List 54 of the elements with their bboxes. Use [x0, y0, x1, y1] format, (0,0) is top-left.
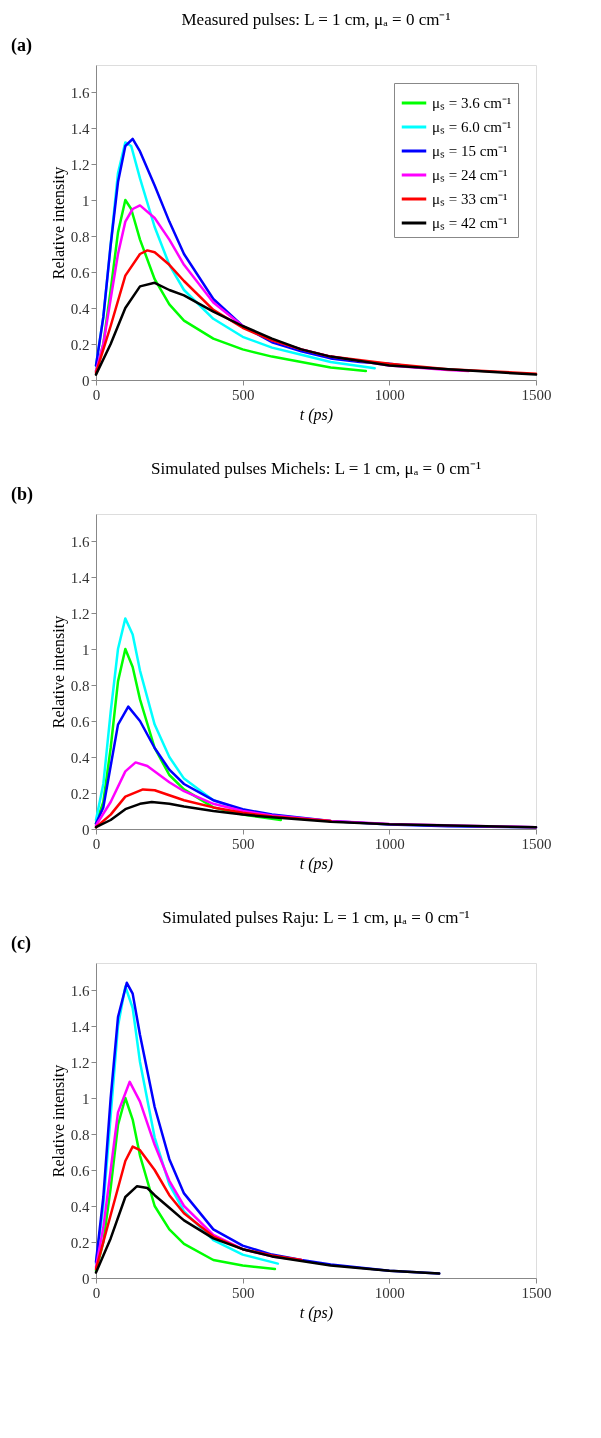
- y-tick-label: 1.4: [70, 1018, 90, 1035]
- y-tick-label: 1.2: [70, 156, 90, 173]
- chart-title: Simulated pulses Raju: L = 1 cm, μₐ = 0 cm⁻¹: [162, 908, 470, 927]
- text: (a): [11, 35, 32, 56]
- legend-label: μₛ = 6.0 cm⁻¹: [432, 119, 512, 135]
- y-tick-label: 1.6: [70, 982, 90, 999]
- legend-label: μₛ = 24 cm⁻¹: [432, 167, 508, 183]
- chart-title: Measured pulses: L = 1 cm, μₐ = 0 cm⁻¹: [181, 10, 451, 29]
- y-tick-label: 0.4: [70, 300, 90, 317]
- y-tick-label: 1.2: [70, 605, 90, 622]
- x-tick-label: 500: [231, 1284, 255, 1301]
- x-axis-title: t (ps): [299, 405, 334, 424]
- legend-label: μₛ = 42 cm⁻¹: [432, 215, 508, 231]
- y-tick-label: 1.4: [70, 569, 90, 586]
- x-tick-label: 500: [231, 386, 255, 403]
- y-axis-title: Relative intensity: [49, 166, 68, 280]
- y-tick-label: 1.2: [70, 1054, 90, 1071]
- y-axis-title: Relative intensity: [49, 1064, 68, 1178]
- y-tick-label: 0: [82, 821, 90, 838]
- x-axis-title: t (ps): [299, 1303, 334, 1322]
- x-tick-label: 500: [231, 835, 255, 852]
- y-tick-label: 0.2: [70, 1234, 90, 1251]
- x-tick-label: 1500: [521, 835, 552, 852]
- y-tick-label: 0.6: [70, 264, 90, 281]
- text: (b): [11, 484, 33, 505]
- x-tick-label: 1500: [521, 386, 552, 403]
- y-tick-label: 1: [82, 192, 90, 209]
- y-tick-label: 1: [82, 641, 90, 658]
- y-axis-title: Relative intensity: [49, 615, 68, 729]
- y-tick-label: 0.4: [70, 749, 90, 766]
- legend-label: μₛ = 33 cm⁻¹: [432, 191, 508, 207]
- x-axis-title: t (ps): [299, 854, 334, 873]
- x-tick-label: 1000: [374, 835, 405, 852]
- y-tick-label: 0.2: [70, 785, 90, 802]
- y-tick-label: 1.6: [70, 84, 90, 101]
- y-tick-label: 0.8: [70, 677, 90, 694]
- text: (c): [11, 933, 31, 954]
- x-tick-label: 1500: [521, 1284, 552, 1301]
- chart-title: Simulated pulses Michels: L = 1 cm, μₐ = 0 cm⁻¹: [150, 459, 482, 478]
- y-tick-label: 0.6: [70, 713, 90, 730]
- y-tick-label: 0: [82, 372, 90, 389]
- x-tick-label: 1000: [374, 1284, 405, 1301]
- y-tick-label: 0.8: [70, 1126, 90, 1143]
- legend-label: μₛ = 3.6 cm⁻¹: [432, 95, 512, 111]
- y-tick-label: 0.2: [70, 336, 90, 353]
- y-tick-label: 1.4: [70, 120, 90, 137]
- y-tick-label: 0.6: [70, 1162, 90, 1179]
- y-tick-label: 0: [82, 1270, 90, 1287]
- x-tick-label: 1000: [374, 386, 405, 403]
- legend-label: μₛ = 15 cm⁻¹: [432, 143, 508, 159]
- y-tick-label: 0.4: [70, 1198, 90, 1215]
- y-tick-label: 0.8: [70, 228, 90, 245]
- y-tick-label: 1: [82, 1090, 90, 1107]
- y-tick-label: 1.6: [70, 533, 90, 550]
